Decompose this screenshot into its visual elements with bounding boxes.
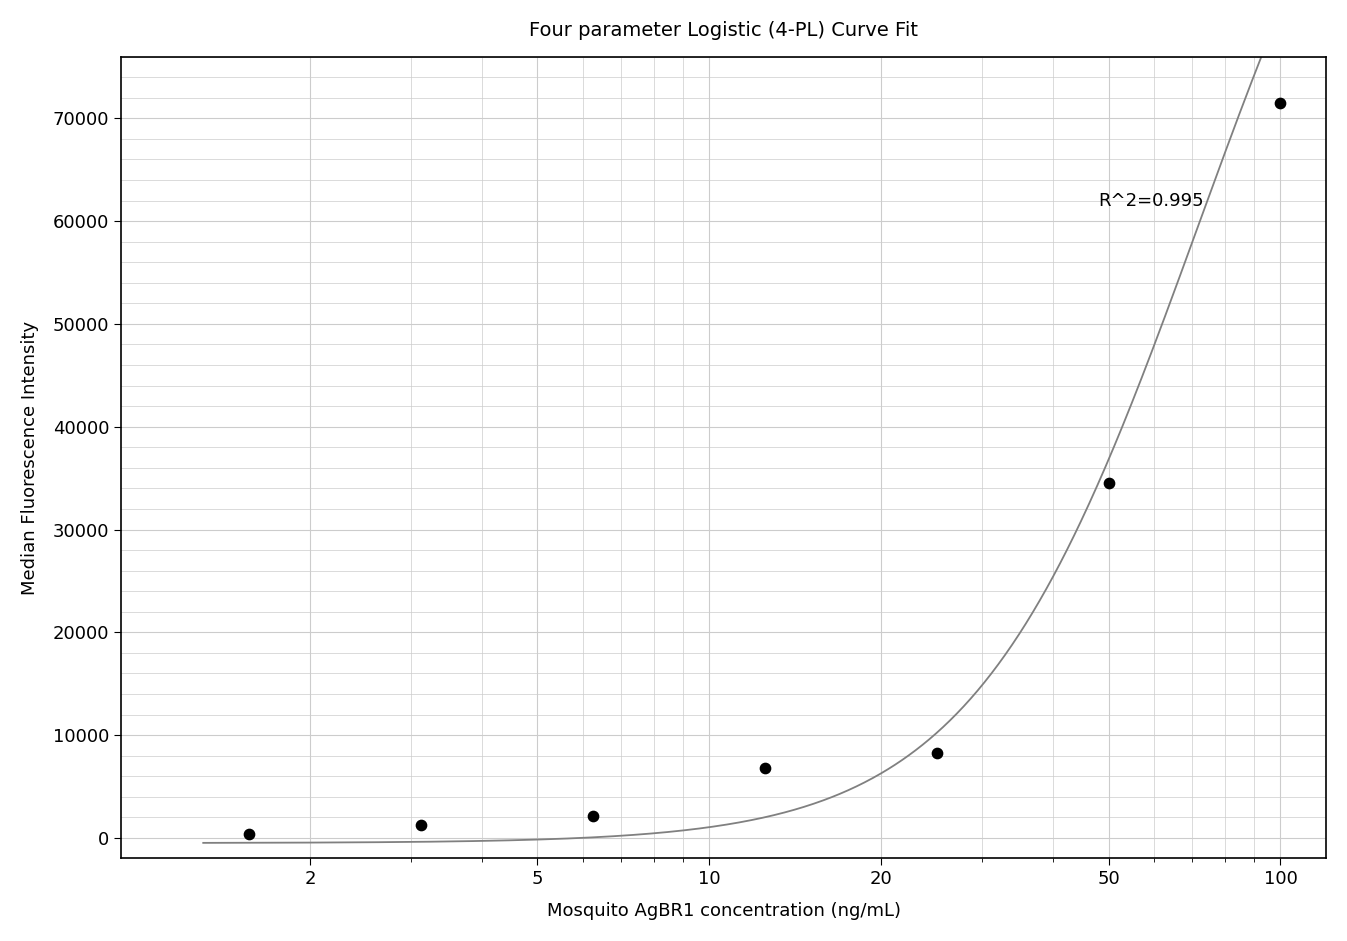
Point xyxy=(925,745,947,760)
Point xyxy=(409,817,431,832)
Point xyxy=(1098,476,1119,491)
Point xyxy=(1270,95,1292,110)
X-axis label: Mosquito AgBR1 concentration (ng/mL): Mosquito AgBR1 concentration (ng/mL) xyxy=(547,902,901,920)
Point xyxy=(582,809,603,824)
Point xyxy=(238,827,260,842)
Text: R^2=0.995: R^2=0.995 xyxy=(1098,192,1204,210)
Title: Four parameter Logistic (4-PL) Curve Fit: Four parameter Logistic (4-PL) Curve Fit xyxy=(529,21,919,40)
Y-axis label: Median Fluorescence Intensity: Median Fluorescence Intensity xyxy=(20,321,39,595)
Point xyxy=(754,760,776,775)
